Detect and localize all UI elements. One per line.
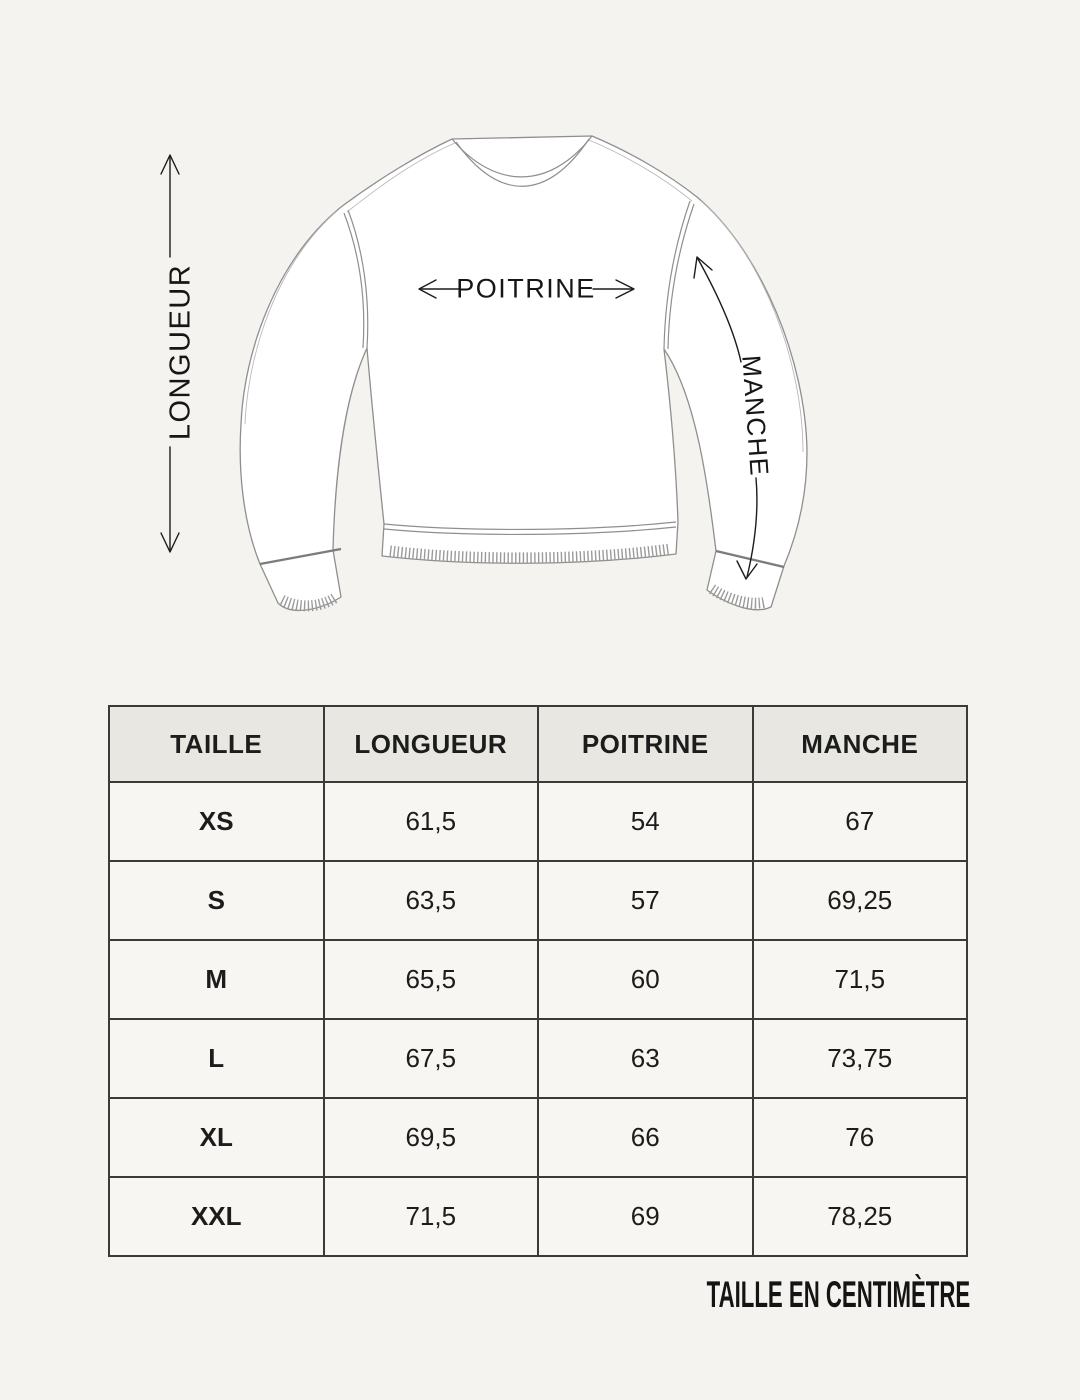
column-header-taille: TAILLE [108, 705, 325, 783]
measure-cell: 57 [537, 860, 754, 941]
length-measure-label: LONGUEUR [164, 263, 197, 441]
measure-cell: 73,75 [751, 1018, 968, 1099]
measure-cell: 60 [537, 939, 754, 1020]
size-cell: XS [108, 781, 325, 862]
measure-cell: 67 [751, 781, 968, 862]
length-arrow-up-icon [160, 154, 180, 258]
column-header-longueur: LONGUEUR [322, 705, 539, 783]
measure-cell: 67,5 [322, 1018, 539, 1099]
table-row: S 63,5 57 69,25 [108, 860, 968, 941]
size-cell: M [108, 939, 325, 1020]
chest-measure-label: POITRINE [456, 273, 596, 304]
size-cell: L [108, 1018, 325, 1099]
measure-cell: 63,5 [322, 860, 539, 941]
size-table-header-row: TAILLE LONGUEUR POITRINE MANCHE [108, 705, 968, 783]
measure-cell: 63 [537, 1018, 754, 1099]
table-row: M 65,5 60 71,5 [108, 939, 968, 1020]
measure-arrows [160, 154, 758, 580]
column-header-poitrine: POITRINE [537, 705, 754, 783]
size-cell: XXL [108, 1176, 325, 1257]
measure-cell: 71,5 [751, 939, 968, 1020]
table-row: L 67,5 63 73,75 [108, 1018, 968, 1099]
cuff-bands [259, 547, 785, 569]
sweatshirt-seams [244, 135, 804, 536]
ribbing-texture [279, 543, 768, 612]
table-row: XL 69,5 66 76 [108, 1097, 968, 1178]
table-row: XS 61,5 54 67 [108, 781, 968, 862]
measure-cell: 69,5 [322, 1097, 539, 1178]
column-header-manche: MANCHE [751, 705, 968, 783]
chest-arrow-left-icon [418, 279, 460, 299]
length-arrow-down-icon [160, 446, 180, 553]
sweatshirt-outline [239, 135, 808, 611]
size-table-body: XS 61,5 54 67 S 63,5 57 69,25 M 65,5 60 71,5 L 67,5 63… [108, 781, 968, 1257]
size-cell: XL [108, 1097, 325, 1178]
sweatshirt-drawing [160, 135, 808, 612]
table-row: XXL 71,5 69 78,25 [108, 1176, 968, 1257]
measure-cell: 66 [537, 1097, 754, 1178]
measure-cell: 76 [751, 1097, 968, 1178]
measure-cell: 61,5 [322, 781, 539, 862]
size-cell: S [108, 860, 325, 941]
units-note: TAILLE EN CENTIMÈTRE [706, 1274, 970, 1315]
measure-cell: 71,5 [322, 1176, 539, 1257]
sleeve-curve-arrow-icon [693, 256, 758, 580]
measure-cell: 69,25 [751, 860, 968, 941]
sweatshirt-diagram: LONGUEUR POITRINE MANCHE [160, 135, 808, 612]
size-table-head: TAILLE LONGUEUR POITRINE MANCHE [108, 705, 968, 783]
chest-arrow-right-icon [592, 279, 635, 299]
measure-cell: 65,5 [322, 939, 539, 1020]
size-table: TAILLE LONGUEUR POITRINE MANCHE XS 61,5 54… [108, 705, 968, 1257]
measure-cell: 69 [537, 1176, 754, 1257]
measure-cell: 78,25 [751, 1176, 968, 1257]
measure-cell: 54 [537, 781, 754, 862]
